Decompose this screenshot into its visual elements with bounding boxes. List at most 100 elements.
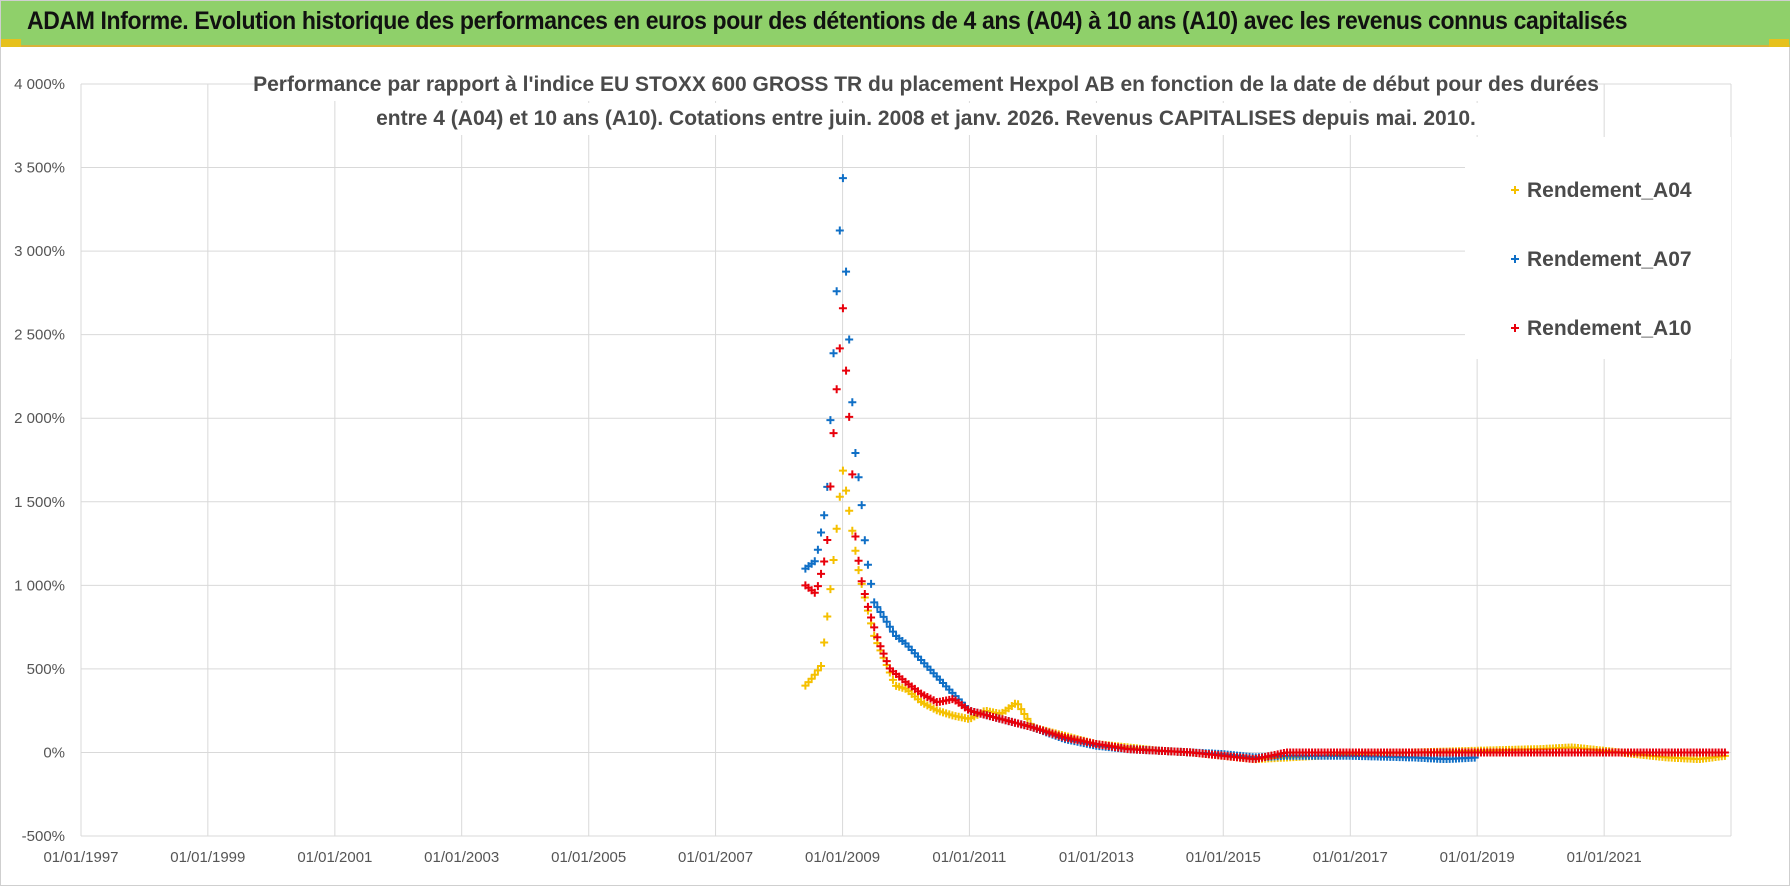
data-point — [882, 657, 891, 666]
report-header-banner: ADAM Informe. Evolution historique des p… — [1, 1, 1790, 47]
data-point — [829, 555, 838, 564]
data-point — [835, 344, 844, 353]
data-point — [817, 569, 826, 578]
header-accent-right — [1769, 39, 1789, 47]
x-tick-label: 01/01/1997 — [43, 849, 118, 866]
data-point — [823, 612, 832, 621]
data-point — [863, 560, 872, 569]
y-tick-label: 3 000% — [14, 243, 65, 260]
data-point — [867, 613, 876, 622]
data-point — [848, 470, 857, 479]
y-tick-label: -500% — [22, 828, 65, 845]
data-point — [879, 612, 888, 621]
x-tick-label: 01/01/2005 — [551, 849, 626, 866]
data-point — [813, 545, 822, 554]
data-point — [817, 528, 826, 537]
data-point — [851, 448, 860, 457]
header-accent-left — [1, 39, 21, 47]
data-point — [813, 666, 822, 675]
y-tick-label: 1 000% — [14, 577, 65, 594]
legend-marker — [1511, 255, 1519, 263]
chart-title-line: entre 4 (A04) et 10 ans (A10). Cotations… — [376, 107, 1476, 130]
legend-label: Rendement_A10 — [1527, 317, 1692, 340]
data-point — [1023, 714, 1032, 723]
data-point — [857, 501, 866, 510]
data-point — [820, 638, 829, 647]
data-point — [873, 633, 882, 642]
y-tick-label: 1 500% — [14, 494, 65, 511]
data-point — [835, 492, 844, 501]
data-point — [851, 546, 860, 555]
data-point — [842, 267, 851, 276]
data-point — [888, 675, 897, 684]
series-Rendement_A10 — [801, 304, 1729, 763]
x-tick-label: 01/01/2019 — [1440, 849, 1515, 866]
x-tick-label: 01/01/2015 — [1186, 849, 1261, 866]
data-point — [829, 349, 838, 358]
y-tick-label: 500% — [27, 661, 65, 678]
data-point — [835, 226, 844, 235]
data-point — [870, 598, 879, 607]
data-point — [810, 670, 819, 679]
legend-label: Rendement_A04 — [1527, 179, 1692, 202]
data-point — [1014, 700, 1023, 709]
data-point — [845, 335, 854, 344]
data-point — [838, 304, 847, 313]
x-tick-label: 01/01/2017 — [1313, 849, 1388, 866]
data-point — [820, 557, 829, 566]
legend: Rendement_A04 Rendement_A07 Rendement_A10 — [1465, 137, 1731, 359]
data-point — [848, 398, 857, 407]
data-point — [870, 623, 879, 632]
data-point — [854, 556, 863, 565]
chart-title: Performance par rapport à l'indice EU ST… — [253, 69, 1599, 135]
data-point — [823, 536, 832, 545]
data-point — [867, 579, 876, 588]
legend-box — [1465, 137, 1731, 359]
data-point — [860, 536, 869, 545]
data-point — [848, 526, 857, 535]
data-point — [860, 590, 869, 599]
data-point — [882, 617, 891, 626]
data-point — [885, 622, 894, 631]
data-point — [832, 524, 841, 533]
data-point — [851, 532, 860, 541]
data-point — [879, 649, 888, 658]
axes: -500% 0% 500% 1 000% 1 500% 2 000% 2 500% 3 000… — [14, 76, 1642, 866]
y-tick-label: 4 000% — [14, 76, 65, 93]
data-point — [857, 577, 866, 586]
x-tick-label: 01/01/1999 — [170, 849, 245, 866]
data-points — [801, 174, 1729, 764]
x-tick-label: 01/01/2021 — [1567, 849, 1642, 866]
chart-title-background — [284, 69, 1568, 101]
legend-marker — [1511, 186, 1519, 194]
data-point — [845, 506, 854, 515]
x-tick-label: 01/01/2013 — [1059, 849, 1134, 866]
data-point — [829, 429, 838, 438]
data-point — [845, 412, 854, 421]
data-point — [832, 385, 841, 394]
data-point — [817, 662, 826, 671]
data-point — [876, 642, 885, 651]
data-point — [876, 608, 885, 617]
data-point — [873, 603, 882, 612]
data-point — [813, 582, 822, 591]
data-point — [842, 366, 851, 375]
x-tick-label: 01/01/2001 — [297, 849, 372, 866]
series-Rendement_A04 — [801, 466, 1729, 764]
data-point — [826, 416, 835, 425]
data-point — [1017, 705, 1026, 714]
data-point — [888, 627, 897, 636]
data-point — [838, 174, 847, 183]
report-title: ADAM Informe. Evolution historique des p… — [27, 7, 1628, 35]
x-tick-label: 01/01/2007 — [678, 849, 753, 866]
y-tick-label: 0% — [43, 744, 65, 761]
data-point — [854, 473, 863, 482]
series-Rendement_A07 — [801, 174, 1479, 764]
data-point — [854, 566, 863, 575]
x-tick-label: 01/01/2009 — [805, 849, 880, 866]
legend-marker — [1511, 324, 1519, 332]
data-point — [826, 585, 835, 594]
data-point — [1720, 748, 1729, 757]
